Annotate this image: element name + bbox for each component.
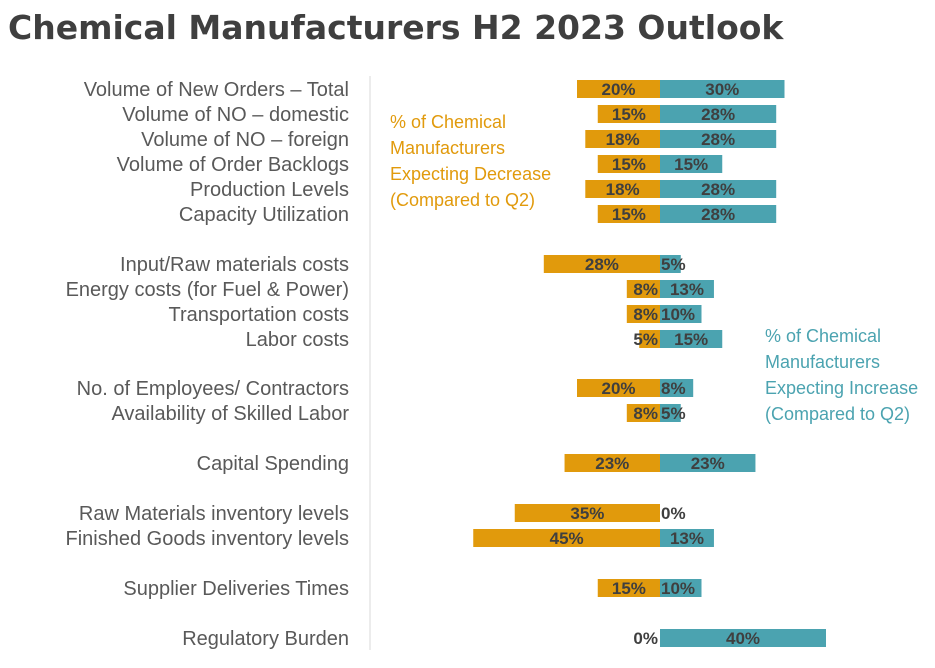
category-label: Volume of NO – foreign [141, 129, 349, 151]
value-label-decrease: 23% [595, 454, 629, 473]
value-label-decrease: 15% [612, 205, 646, 224]
annotation-line: Manufacturers [390, 138, 505, 158]
annotation-line: Manufacturers [765, 352, 880, 372]
bar-increase [660, 529, 714, 547]
value-label-decrease: 15% [612, 105, 646, 124]
bar-increase [660, 330, 723, 348]
category-label: Capital Spending [197, 453, 349, 475]
value-label-increase: 23% [691, 454, 725, 473]
bar-decrease [514, 504, 660, 522]
value-label-increase: 13% [670, 529, 704, 548]
value-label-increase: 28% [701, 105, 735, 124]
bar-increase [660, 579, 702, 597]
category-label: Finished Goods inventory levels [66, 528, 349, 550]
category-labels: Volume of New Orders – Total Volume of NO… [66, 79, 350, 650]
bar-decrease [626, 280, 660, 298]
bar-increase [660, 155, 723, 173]
annotation-line: (Compared to Q2) [765, 404, 910, 424]
value-label-increase: 5% [661, 255, 686, 274]
value-label-decrease: 0% [633, 629, 658, 648]
category-label: Capacity Utilization [179, 204, 349, 226]
annotation-line: Expecting Decrease [390, 164, 551, 184]
bar-increase [660, 130, 777, 148]
value-label-increase: 10% [661, 579, 695, 598]
bars [473, 80, 826, 647]
value-label-decrease: 8% [633, 404, 658, 423]
value-label-decrease: 15% [612, 155, 646, 174]
value-label-decrease: 35% [570, 504, 604, 523]
category-label: Volume of NO – domestic [122, 104, 349, 126]
category-label: No. of Employees/ Contractors [77, 378, 349, 400]
bar-increase [660, 105, 777, 123]
value-label-decrease: 20% [601, 379, 635, 398]
bar-decrease [626, 404, 660, 422]
value-label-decrease: 18% [606, 130, 640, 149]
bar-decrease [597, 155, 660, 173]
bar-increase [660, 205, 777, 223]
bar-increase [660, 379, 694, 397]
category-label: Input/Raw materials costs [120, 254, 349, 276]
value-label-decrease: 8% [633, 280, 658, 299]
value-label-decrease: 28% [585, 255, 619, 274]
value-label-increase: 13% [670, 280, 704, 299]
value-label-decrease: 45% [550, 529, 584, 548]
annotation-line: % of Chemical [765, 326, 881, 346]
value-labels: 20% 30% 15% 28% 18% 28% 15% 15% 18% 28% 15% 28% 28% 5… [550, 80, 760, 648]
bar-decrease [577, 80, 660, 98]
category-label: Supplier Deliveries Times [123, 578, 349, 600]
category-label: Energy costs (for Fuel & Power) [66, 279, 349, 301]
value-label-decrease: 18% [606, 180, 640, 199]
bar-increase [660, 80, 785, 98]
value-label-increase: 0% [661, 504, 686, 523]
bar-increase [660, 629, 826, 647]
increase-annotation: % of Chemical Manufacturers Expecting Incr… [765, 326, 918, 424]
annotation-line: (Compared to Q2) [390, 190, 535, 210]
bar-increase [660, 255, 681, 273]
value-label-increase: 28% [701, 130, 735, 149]
value-label-decrease: 15% [612, 579, 646, 598]
value-label-increase: 40% [726, 629, 760, 648]
bar-decrease [585, 130, 660, 148]
category-label: Regulatory Burden [182, 628, 349, 650]
bar-decrease [577, 379, 660, 397]
category-label: Volume of Order Backlogs [117, 154, 349, 176]
value-label-increase: 15% [674, 155, 708, 174]
annotation-line: % of Chemical [390, 112, 506, 132]
bar-increase [660, 280, 714, 298]
value-label-increase: 28% [701, 205, 735, 224]
category-label: Labor costs [246, 329, 349, 351]
bar-decrease [597, 579, 660, 597]
value-label-increase: 10% [661, 305, 695, 324]
bar-increase [660, 454, 756, 472]
value-label-decrease: 8% [633, 305, 658, 324]
bar-decrease [626, 305, 660, 323]
bar-increase [660, 305, 702, 323]
bar-decrease [564, 454, 660, 472]
bar-decrease [585, 180, 660, 198]
category-label: Availability of Skilled Labor [111, 403, 349, 425]
bar-increase [660, 404, 681, 422]
category-label: Volume of New Orders – Total [84, 79, 349, 101]
value-label-increase: 30% [705, 80, 739, 99]
value-label-increase: 8% [661, 379, 686, 398]
category-label: Production Levels [190, 179, 349, 201]
value-label-decrease: 20% [601, 80, 635, 99]
decrease-annotation: % of Chemical Manufacturers Expecting Decr… [390, 112, 551, 210]
value-label-increase: 15% [674, 330, 708, 349]
chart-title: Chemical Manufacturers H2 2023 Outlook [8, 8, 784, 47]
value-label-increase: 28% [701, 180, 735, 199]
bar-decrease [543, 255, 660, 273]
bar-decrease [597, 105, 660, 123]
value-label-increase: 5% [661, 404, 686, 423]
annotation-line: Expecting Increase [765, 378, 918, 398]
bar-decrease [597, 205, 660, 223]
category-label: Raw Materials inventory levels [79, 503, 349, 525]
bar-decrease [473, 529, 660, 547]
category-label: Transportation costs [169, 304, 349, 326]
value-label-decrease: 5% [633, 330, 658, 349]
bar-increase [660, 180, 777, 198]
bar-decrease [639, 330, 660, 348]
